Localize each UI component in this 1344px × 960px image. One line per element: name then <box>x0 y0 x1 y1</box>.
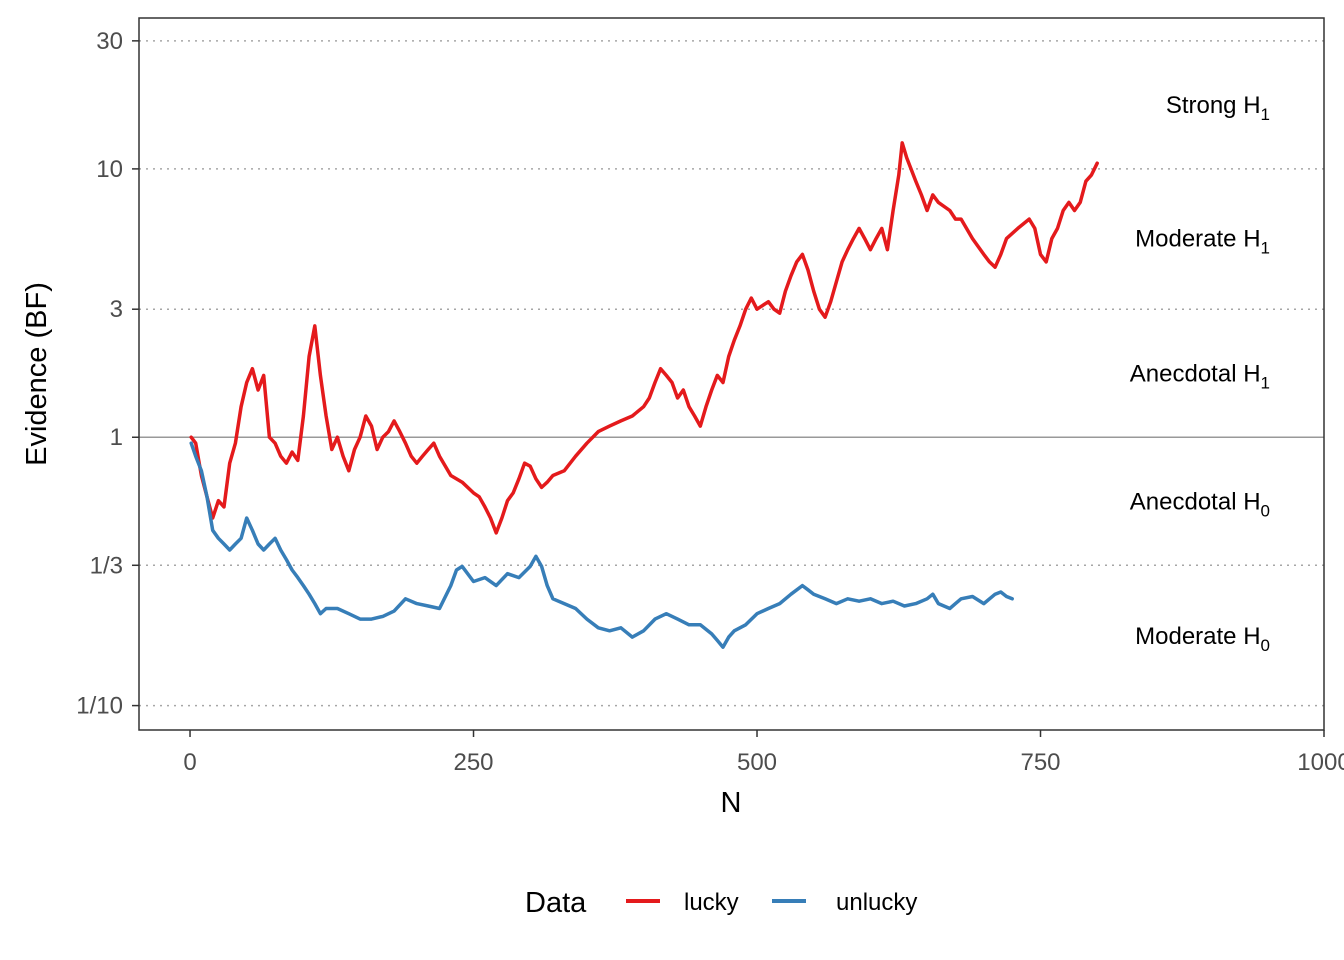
y-axis-title: Evidence (BF) <box>21 282 53 466</box>
plot-panel <box>139 18 1324 730</box>
x-tick-label-2: 500 <box>737 749 777 776</box>
region-label-layer: Strong H1 Moderate H1 Anecdotal H1 Anecdota… <box>1130 92 1270 655</box>
legend: Data lucky unlucky <box>525 887 917 919</box>
y-tick-label-4: 10 <box>96 156 123 183</box>
x-axis: 0 250 500 750 1000 <box>183 730 1344 776</box>
region-label-1: Moderate H1 <box>1135 226 1270 258</box>
region-label-0: Strong H1 <box>1166 92 1270 124</box>
series-layer <box>189 141 1099 649</box>
y-tick-label-3: 3 <box>110 296 123 323</box>
x-tick-label-4: 1000 <box>1297 749 1344 776</box>
region-label-2: Anecdotal H1 <box>1130 360 1270 392</box>
region-label-3: Anecdotal H0 <box>1130 488 1270 520</box>
legend-title: Data <box>525 887 587 919</box>
legend-label-lucky: lucky <box>684 889 739 916</box>
series-line-lucky <box>189 141 1099 535</box>
region-label-4: Moderate H0 <box>1135 623 1270 655</box>
y-axis: 1/10 1/3 1 3 10 30 <box>76 28 139 720</box>
x-tick-label-1: 250 <box>453 749 493 776</box>
x-axis-title: N <box>721 787 742 819</box>
y-tick-label-1: 1/3 <box>90 552 123 579</box>
series-line-unlucky <box>189 441 1014 649</box>
y-tick-label-2: 1 <box>110 424 123 451</box>
plot-panel-border <box>138 17 1325 731</box>
x-tick-label-3: 750 <box>1020 749 1060 776</box>
x-tick-label-0: 0 <box>183 749 196 776</box>
y-tick-label-0: 1/10 <box>76 693 123 720</box>
legend-label-unlucky: unlucky <box>836 889 917 916</box>
y-tick-label-5: 30 <box>96 28 123 55</box>
